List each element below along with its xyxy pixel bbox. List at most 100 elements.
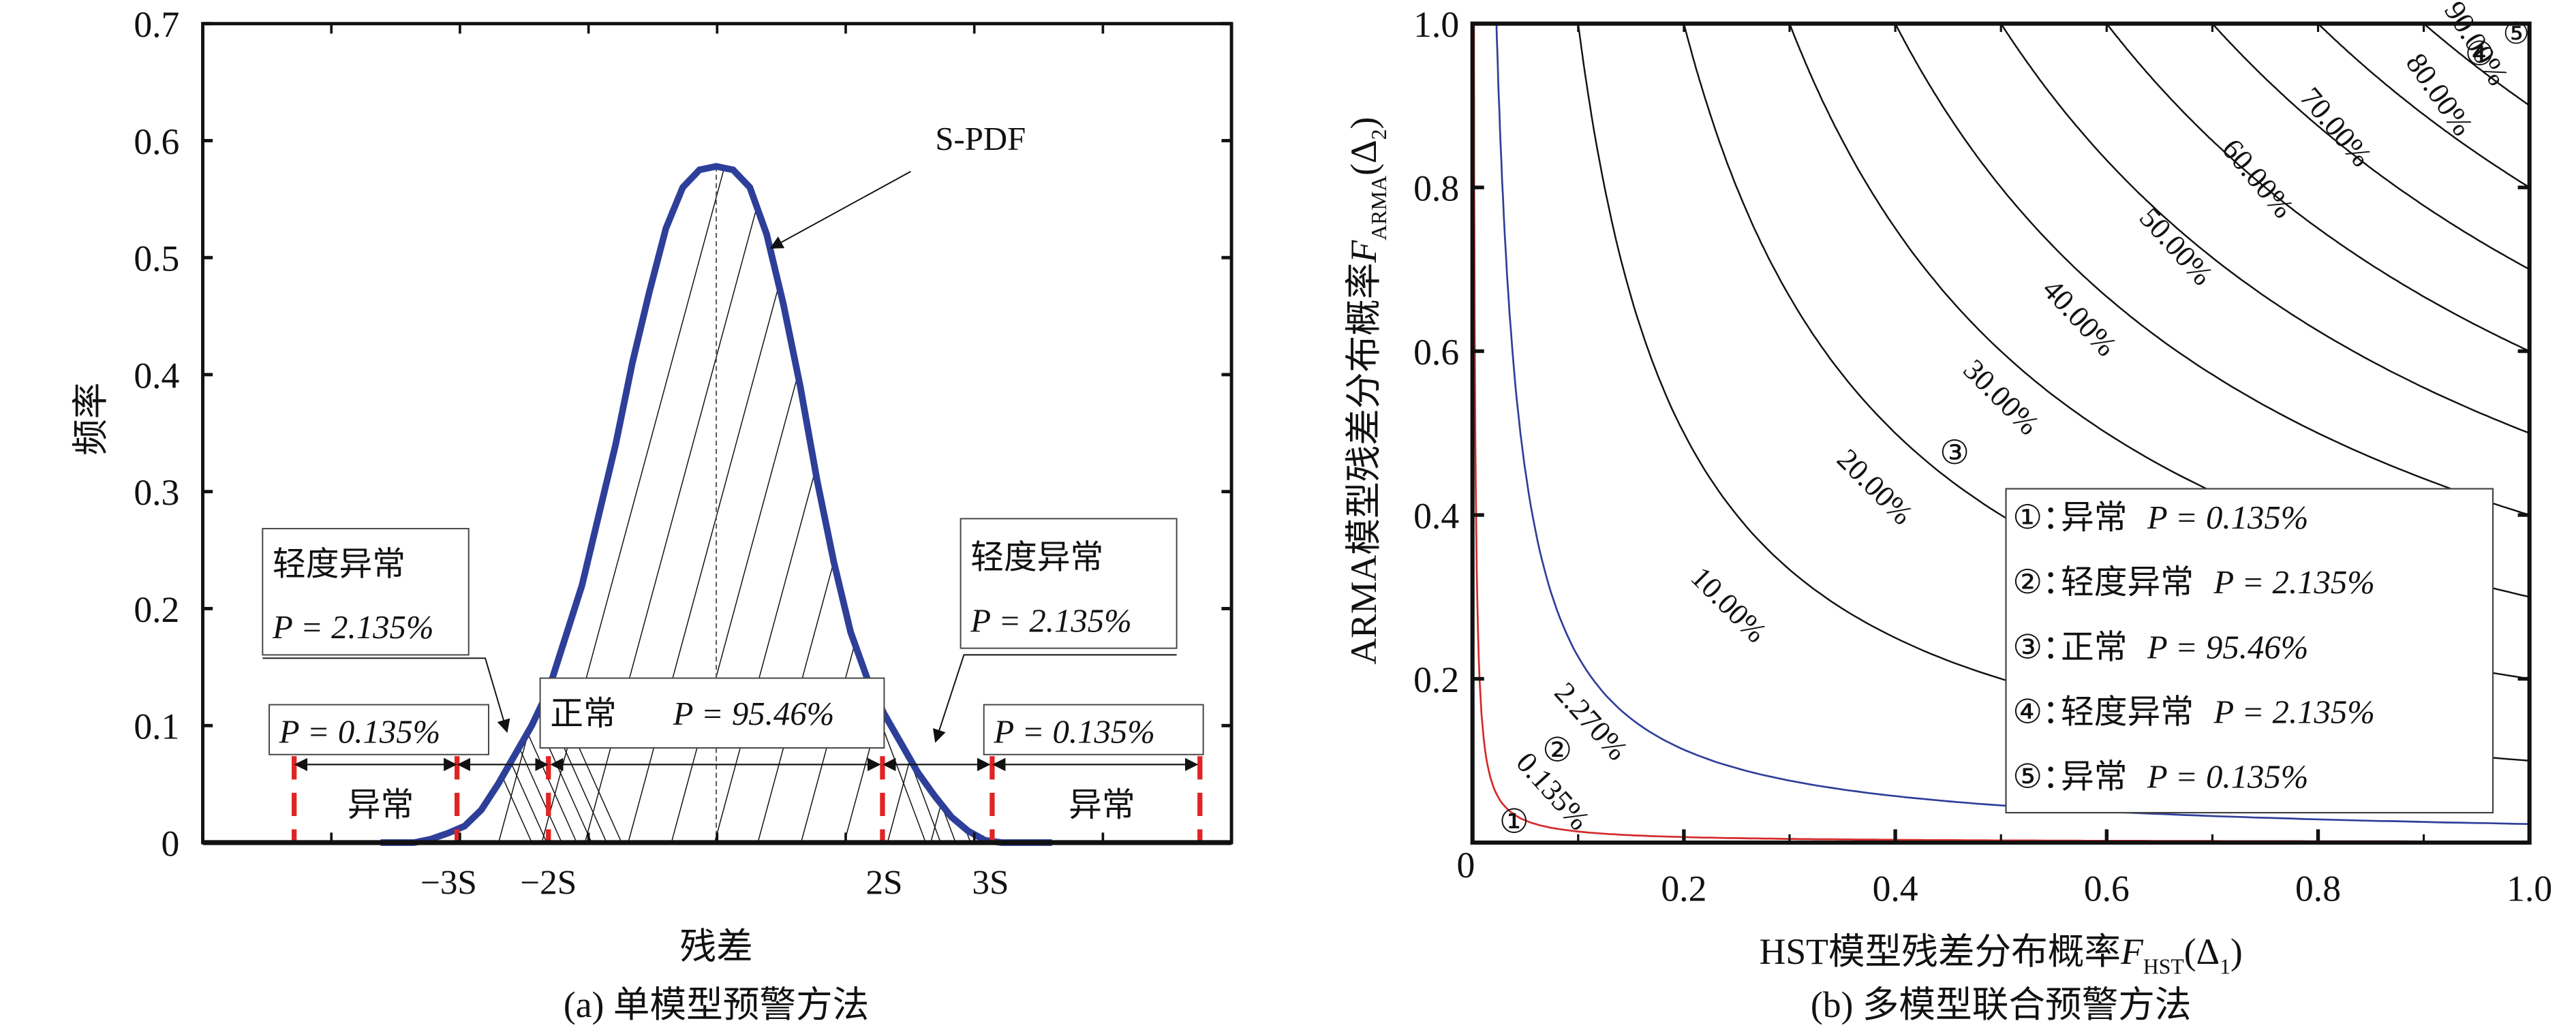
left-mild-title: 轻度异常: [273, 546, 405, 582]
y-tick-label: 1.0: [1413, 4, 1459, 45]
y-tick-label: 0.6: [1413, 332, 1459, 373]
x-tick-minus3s: −3S: [420, 864, 477, 903]
legend-item: ④：轻度异常 P = 2.135%: [2012, 693, 2375, 730]
legend-probability: P = 2.135%: [2213, 564, 2375, 601]
region-marker-3: ③: [1939, 435, 1969, 471]
threshold-lines: [291, 756, 1203, 843]
hatch-line: [526, 731, 577, 843]
left-y-ticks: [202, 22, 1232, 845]
x-tick-label: 0.6: [2084, 868, 2130, 909]
hatch-line: [1622, 166, 1805, 843]
hatch-line: [1492, 166, 1675, 843]
contour-line: [2317, 23, 2530, 189]
right-mild-box: [960, 518, 1178, 649]
legend-probability: P = 0.135%: [2147, 759, 2309, 796]
legend-number: ⑤：: [2012, 759, 2075, 796]
x-tick-label: 1.0: [2506, 868, 2552, 909]
normal-box: [539, 677, 885, 749]
contour-label: 40.00%: [2036, 273, 2123, 363]
contour-label: 70.00%: [2293, 81, 2378, 172]
right-y-label: ARMA模型残差分布概率FARMA(Δ2): [1343, 117, 1391, 665]
left-caption: (a) 单模型预警方法: [564, 984, 869, 1025]
contour-line: [1495, 23, 2530, 826]
legend-item: ⑤：异常 P = 0.135%: [2012, 759, 2308, 796]
legend-number: ③：: [2012, 629, 2075, 665]
s-pdf-curve: [380, 163, 1052, 846]
hatch-line: [1708, 166, 1891, 843]
x-tick-label: 0.4: [1873, 868, 1918, 909]
contour-label: 50.00%: [2133, 202, 2219, 292]
y-tick-label: 0.2: [134, 589, 179, 630]
hatch-line: [1233, 166, 1416, 843]
left-x-label: 残差: [679, 926, 752, 967]
spdf-label: S-PDF: [935, 121, 1026, 157]
x-tick-minus2s: −2S: [520, 864, 577, 903]
contour-label: 60.00%: [2215, 133, 2300, 224]
right-ticks: [1472, 22, 2530, 843]
x-tick-label: 0.8: [2295, 868, 2341, 909]
left-mild-box: [262, 528, 470, 656]
x-tick-2s: 2S: [865, 864, 902, 903]
hatch-line: [0, 166, 33, 843]
region-marker-4: ④: [2465, 36, 2495, 73]
right-tick-labels: 0 0.2 0.4 0.6 0.8 1.0 0.2 0.4 0.6 0.8 1.0: [1413, 4, 2552, 909]
multi-model-contour-chart: 0.135%2.270%10.00%20.00%30.00%40.00%50.0…: [1343, 0, 2552, 1025]
left-y-label: 频率: [70, 382, 111, 455]
legend-name: 异常: [2061, 759, 2128, 796]
hatch-line: [556, 731, 607, 843]
y-tick-label: 0.8: [1413, 168, 1459, 209]
y-tick-label: 0: [162, 823, 180, 864]
legend-name: 轻度异常: [2061, 693, 2194, 730]
region-marker-5: ⑤: [2503, 18, 2530, 50]
legend-name: 轻度异常: [2061, 564, 2194, 601]
contour-line: [2106, 23, 2530, 352]
contour-line: [1895, 23, 2530, 516]
right-abn-p: P = 0.135%: [993, 714, 1155, 751]
y-tick-label: 0.2: [1413, 659, 1459, 700]
normal-p: P = 95.46%: [673, 695, 835, 732]
hatch-line: [883, 731, 927, 843]
hatch-line: [571, 731, 622, 843]
x-tick-label: 0.2: [1661, 868, 1706, 909]
right-mild-title: 轻度异常: [970, 539, 1103, 576]
region-marker-1: ①: [1499, 803, 1529, 840]
contour-line: [2211, 23, 2530, 270]
right-x-label: HST模型残差分布概率FHST(Δ1): [1760, 931, 2243, 979]
x-tick-3s: 3S: [972, 864, 1009, 903]
right-caption: (b) 多模型联合预警方法: [1811, 984, 2192, 1025]
legend-probability: P = 0.135%: [2147, 499, 2309, 536]
legend: ①：异常 P = 0.135%②：轻度异常 P = 2.135%③：正常 P = 95…: [2005, 488, 2494, 814]
legend-number: ①：: [2012, 499, 2075, 536]
hatch-line: [541, 731, 592, 843]
contour-line: [2000, 23, 2530, 434]
contour-label: 10.00%: [1685, 561, 1773, 649]
right-mild-arrow: [933, 654, 1177, 743]
left-y-tick-labels: 0 0.1 0.2 0.3 0.4 0.5 0.6 0.7: [134, 4, 179, 864]
region-marker-2: ②: [1542, 732, 1572, 768]
left-abn-label: 异常: [348, 787, 414, 824]
right-abn-box: [983, 704, 1204, 755]
left-abn-p: P = 0.135%: [279, 714, 441, 751]
y-tick-label: 0.5: [134, 238, 179, 279]
contour-label: 30.00%: [1957, 353, 2046, 441]
legend-item: ①：异常 P = 0.135%: [2012, 499, 2308, 536]
contour-label: 20.00%: [1830, 443, 1919, 531]
right-mild-p: P = 2.135%: [970, 602, 1132, 639]
legend-item: ③：正常 P = 95.46%: [2012, 629, 2308, 665]
hatch-line: [1666, 166, 1848, 843]
y-tick-label: 0.3: [134, 472, 179, 513]
legend-item: ②：轻度异常 P = 2.135%: [2012, 564, 2375, 601]
spdf-arrow: [769, 170, 911, 249]
legend-name: 异常: [2061, 499, 2128, 536]
y-tick-label: 0.4: [1413, 496, 1459, 537]
legend-number: ②：: [2012, 564, 2075, 601]
contour-line: [2423, 23, 2530, 106]
y-tick-label: 0.1: [134, 706, 179, 747]
right-abn-label: 异常: [1069, 787, 1135, 824]
hatch-line: [0, 166, 76, 843]
legend-name: 正常: [2061, 629, 2128, 665]
y-tick-label: 0.4: [134, 355, 179, 396]
x-tick-label: 0: [1457, 845, 1475, 886]
single-model-chart: 0 0.1 0.2 0.3 0.4 0.5 0.6 0.7 频率 残差 (a) 单模型预警方法…: [0, 4, 1891, 1025]
